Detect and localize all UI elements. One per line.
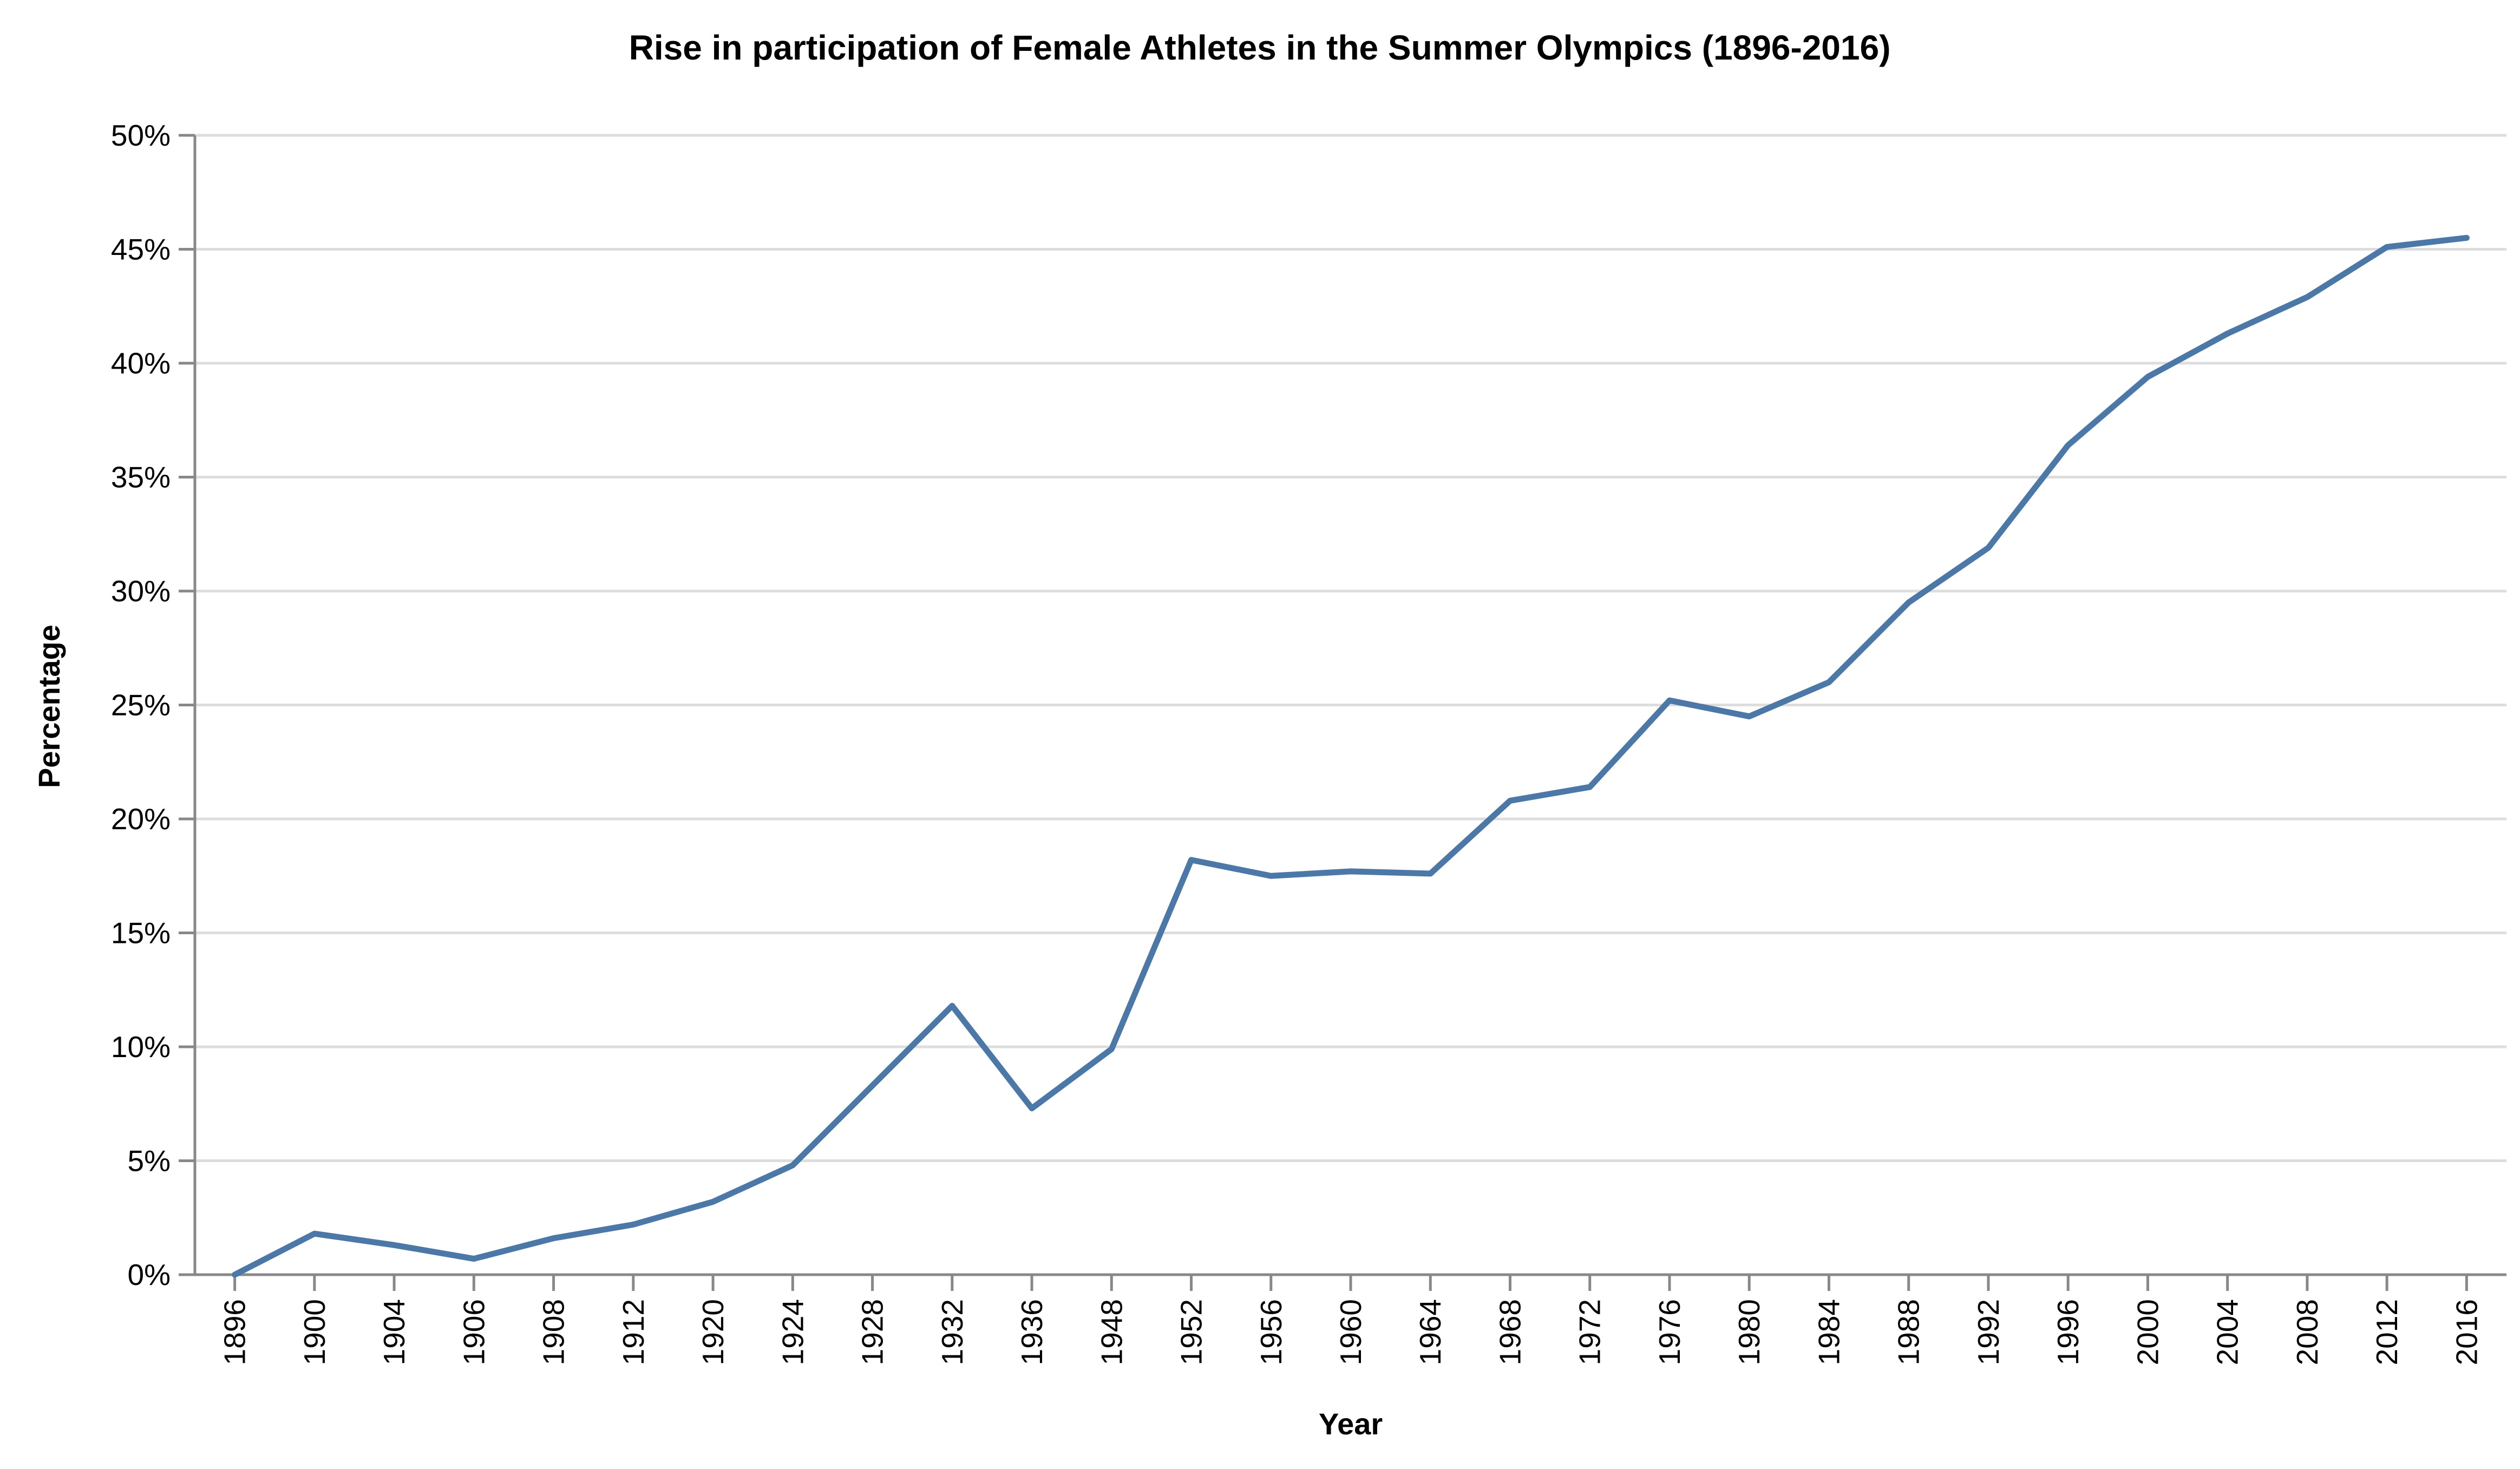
y-tick-label: 15% bbox=[111, 916, 171, 950]
y-axis-title: Percentage bbox=[32, 625, 66, 788]
x-tick-label: 1964 bbox=[1413, 1299, 1447, 1365]
x-tick-label: 1988 bbox=[1892, 1299, 1926, 1365]
x-tick-label: 2008 bbox=[2290, 1299, 2324, 1365]
x-tick-label: 1996 bbox=[2051, 1299, 2085, 1365]
x-tick-label: 1908 bbox=[537, 1299, 571, 1365]
x-tick-label: 1928 bbox=[856, 1299, 889, 1365]
y-tick-label: 40% bbox=[111, 346, 171, 380]
x-axis: 1896 1900 1904 1906 1908 1912 1920 1924 1928 1932… bbox=[195, 1273, 2506, 1365]
x-tick-label: 1980 bbox=[1732, 1299, 1766, 1365]
x-tick-label: 1984 bbox=[1812, 1299, 1845, 1365]
x-tick-label: 1952 bbox=[1175, 1299, 1208, 1365]
x-tick-label: 1920 bbox=[696, 1299, 730, 1365]
y-tick-label: 50% bbox=[111, 119, 171, 152]
x-tick-label: 1976 bbox=[1653, 1299, 1686, 1365]
x-tick-label: 1948 bbox=[1095, 1299, 1128, 1365]
series-layer bbox=[232, 234, 2470, 1278]
x-tick-label: 1936 bbox=[1015, 1299, 1049, 1365]
y-tick-label: 25% bbox=[111, 688, 171, 722]
y-tick-label: 35% bbox=[111, 461, 171, 494]
x-tick-label: 1932 bbox=[935, 1299, 969, 1365]
x-tick-label: 1956 bbox=[1254, 1299, 1288, 1365]
x-tick-label: 2012 bbox=[2370, 1299, 2404, 1365]
x-tick-label: 1896 bbox=[218, 1299, 252, 1365]
y-tick-label: 0% bbox=[128, 1258, 171, 1291]
x-tick-label: 1968 bbox=[1493, 1299, 1527, 1365]
x-tick-label: 1904 bbox=[377, 1299, 411, 1365]
y-tick-label: 10% bbox=[111, 1030, 171, 1064]
x-tick-label: 1912 bbox=[617, 1299, 650, 1365]
x-tick-label: 1906 bbox=[457, 1299, 490, 1365]
gridlines bbox=[195, 134, 2506, 1276]
x-tick-label: 1972 bbox=[1573, 1299, 1607, 1365]
y-tick-label: 20% bbox=[111, 802, 171, 836]
x-axis-title: Year bbox=[1319, 1407, 1383, 1441]
x-tick-label: 1960 bbox=[1334, 1299, 1367, 1365]
x-tick-label: 2004 bbox=[2211, 1299, 2244, 1365]
x-tick-label: 1924 bbox=[776, 1299, 809, 1365]
y-tick-label: 45% bbox=[111, 233, 171, 266]
x-tick-label: 2016 bbox=[2450, 1299, 2483, 1365]
y-tick-label: 30% bbox=[111, 574, 171, 608]
x-tick-label: 1992 bbox=[1972, 1299, 2005, 1365]
y-tick-label: 5% bbox=[128, 1144, 171, 1178]
x-tick-label: 2000 bbox=[2131, 1299, 2164, 1365]
x-tick-label: 1900 bbox=[298, 1299, 331, 1365]
chart-title: Rise in participation of Female Athletes… bbox=[629, 28, 1891, 67]
series-line bbox=[232, 234, 2470, 1278]
y-axis: 0% 5% 10% 15% 20% 25% 30% 35% 40% 45% 50% bbox=[111, 119, 197, 1291]
